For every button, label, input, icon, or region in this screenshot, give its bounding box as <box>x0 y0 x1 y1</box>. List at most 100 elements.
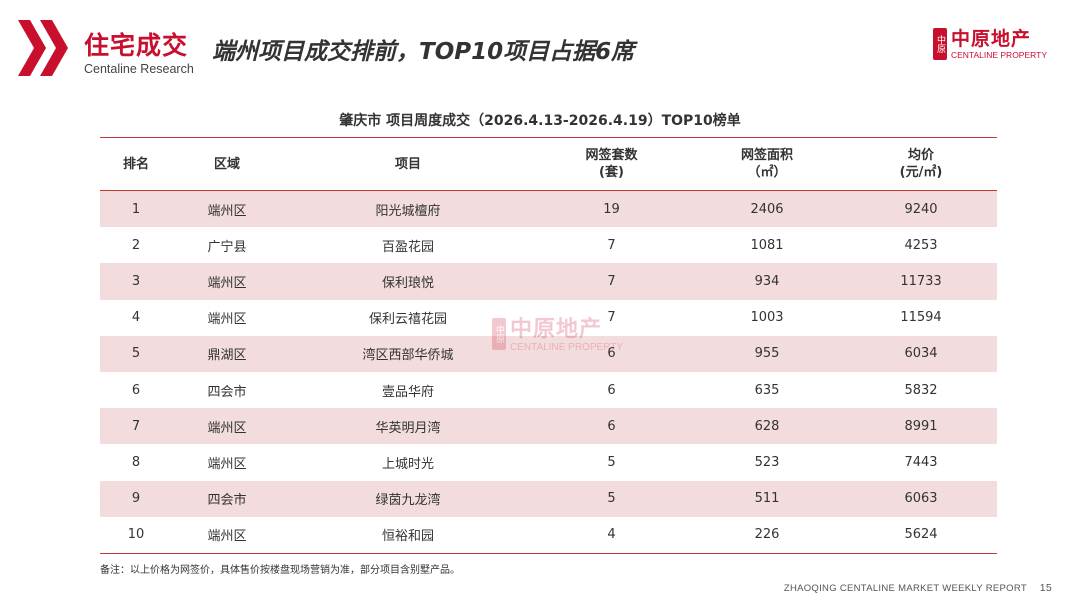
table-cell: 6 <box>534 335 689 372</box>
table-cell: 8 <box>131 454 141 470</box>
column-header-line1: 区域 <box>213 156 240 172</box>
table-cell: 5 <box>100 335 172 372</box>
table-cell: 鼎湖区 <box>172 335 282 372</box>
table-cell: 1003 <box>750 310 784 326</box>
table-cell: 四会市 <box>172 480 282 517</box>
table-cell: 4253 <box>904 237 938 253</box>
table-cell: 6063 <box>845 480 997 517</box>
column-header-line2: (元/㎡) <box>899 165 943 180</box>
column-header-line2: （㎡） <box>747 165 787 180</box>
table-cell: 955 <box>689 335 845 372</box>
table-cell: 628 <box>689 408 845 445</box>
table-header-row: 排名 区域 项目 网签套数 (套) 网签面积 （㎡） 均价 (元/㎡) <box>100 137 997 191</box>
column-header-line1: 项目 <box>394 156 421 172</box>
table-cell: 四会市 <box>207 384 247 400</box>
table-cell: 11733 <box>845 263 997 300</box>
table-cell: 226 <box>689 516 845 554</box>
column-header-line1: 网签套数 <box>585 148 638 163</box>
column-header-line1: 网签面积 <box>740 148 793 163</box>
table-cell: 9 <box>100 480 172 517</box>
column-header: 区域 <box>172 137 282 191</box>
table-row: 3 端州区 保利琅悦 7 934 11733 <box>100 263 997 300</box>
table-row: 8 端州区 上城时光 5 523 7443 <box>100 444 997 480</box>
column-header: 项目 <box>282 137 534 191</box>
table-cell: 5624 <box>845 516 997 554</box>
table-cell: 湾区西部华侨城 <box>282 335 534 372</box>
column-header: 网签套数 (套) <box>534 137 689 191</box>
logo-en-text: CENTALINE PROPERTY <box>950 50 1047 60</box>
table-cell: 7443 <box>904 454 938 470</box>
table-cell: 上城时光 <box>381 456 434 472</box>
table-row: 1 端州区 阳光城檀府 19 2406 9240 <box>100 190 997 228</box>
table-cell: 8991 <box>845 408 997 445</box>
table-cell: 华英明月湾 <box>282 408 534 445</box>
table-cell: 3 <box>100 263 172 300</box>
table-title: 肇庆市 项目周度成交（2026.4.13-2026.4.19）TOP10榜单 <box>339 113 741 129</box>
table-cell: 保利云禧花园 <box>368 312 447 328</box>
footer: ZHAOQING CENTALINE MARKET WEEKLY REPORT … <box>784 582 1052 594</box>
table-cell: 5 <box>607 454 616 470</box>
footnote: 备注：以上价格为网签价，具体售价按楼盘现场营销为准，部分项目含别墅产品。 <box>100 565 460 576</box>
table-cell: 523 <box>754 454 780 470</box>
footer-report-name: ZHAOQING CENTALINE MARKET WEEKLY REPORT <box>783 583 1027 594</box>
table-cell: 1 <box>100 190 172 228</box>
table-cell: 635 <box>754 382 780 398</box>
table-cell: 绿茵九龙湾 <box>282 480 534 517</box>
table-cell: 广宁县 <box>207 239 247 255</box>
table-cell: 百盈花园 <box>381 239 434 255</box>
table-cell: 阳光城檀府 <box>282 190 534 228</box>
table-cell: 恒裕和园 <box>282 516 534 554</box>
table-cell: 5832 <box>904 382 938 398</box>
table-row: 9 四会市 绿茵九龙湾 5 511 6063 <box>100 480 997 517</box>
centaline-logo: 中原 中原地产 CENTALINE PROPERTY <box>932 28 1047 64</box>
column-header: 均价 (元/㎡) <box>845 137 997 191</box>
table-cell: 7 <box>607 310 616 326</box>
table-cell: 端州区 <box>172 190 282 228</box>
table-row: 4 端州区 保利云禧花园 7 1003 11594 <box>100 300 997 336</box>
chevron-logo-icon <box>18 20 68 76</box>
table-cell: 6 <box>131 382 141 398</box>
table-cell: 11594 <box>900 310 942 326</box>
table-cell: 511 <box>689 480 845 517</box>
table-cell: 端州区 <box>172 408 282 445</box>
table-row: 10 端州区 恒裕和园 4 226 5624 <box>100 516 997 554</box>
column-header: 排名 <box>100 137 172 191</box>
column-header-line2: (套) <box>599 165 624 180</box>
table-cell: 6 <box>534 408 689 445</box>
page-number: 15 <box>1039 582 1052 594</box>
table-cell: 1081 <box>750 237 784 253</box>
table-cell: 5 <box>534 480 689 517</box>
logo-seal-text: 中原 <box>934 35 945 53</box>
table-cell: 934 <box>689 263 845 300</box>
table-cell: 9240 <box>845 190 997 228</box>
brand-subtitle: Centaline Research <box>84 62 194 76</box>
table-cell: 端州区 <box>172 516 282 554</box>
table-cell: 10 <box>100 516 172 554</box>
column-header-line1: 排名 <box>122 156 149 172</box>
table-cell: 壹品华府 <box>381 384 434 400</box>
table-row: 5 鼎湖区 湾区西部华侨城 6 955 6034 <box>100 335 997 372</box>
table-row: 2 广宁县 百盈花园 7 1081 4253 <box>100 227 997 263</box>
table-cell: 6034 <box>845 335 997 372</box>
table-cell: 4 <box>534 516 689 554</box>
column-header-line1: 均价 <box>907 148 934 163</box>
brand-title: 住宅成交 <box>84 31 189 60</box>
table-cell: 端州区 <box>207 456 247 472</box>
table-cell: 保利琅悦 <box>282 263 534 300</box>
table-cell: 2406 <box>689 190 845 228</box>
table-body: 1 端州区 阳光城檀府 19 2406 9240 2 广宁县 百盈花园 7 1081 4253 3 端州区… <box>100 190 997 554</box>
table-row: 6 四会市 壹品华府 6 635 5832 <box>100 372 997 408</box>
logo-seal-icon: 中原 <box>932 28 947 60</box>
table-cell: 7 <box>100 408 172 445</box>
page-headline: 端州项目成交排前，TOP10项目占据6席 <box>212 39 635 65</box>
table-cell: 6 <box>607 382 616 398</box>
logo-cn-text: 中原地产 <box>950 28 1031 50</box>
table-cell: 7 <box>607 237 616 253</box>
table-cell: 端州区 <box>207 312 247 328</box>
table-cell: 19 <box>534 190 689 228</box>
table-cell: 4 <box>131 310 141 326</box>
column-header: 网签面积 （㎡） <box>689 137 845 191</box>
table-cell: 7 <box>534 263 689 300</box>
table-row: 7 端州区 华英明月湾 6 628 8991 <box>100 408 997 445</box>
ranking-table: 排名 区域 项目 网签套数 (套) 网签面积 （㎡） 均价 (元/㎡) 1 端州区 阳光城檀府 19 2… <box>100 137 997 554</box>
